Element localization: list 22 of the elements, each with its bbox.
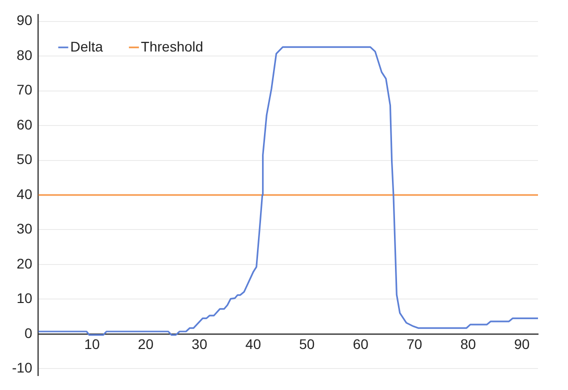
y-tick-label: 30 <box>16 220 32 237</box>
y-tick-label: 60 <box>16 116 32 132</box>
y-tick-label: 40 <box>16 186 32 202</box>
x-tick-label: 30 <box>192 336 208 352</box>
y-tick-label: -10 <box>12 360 32 376</box>
x-tick-label: 20 <box>138 336 154 352</box>
x-tick-label: 40 <box>245 336 262 352</box>
y-tick-label: 10 <box>16 290 32 306</box>
y-tick-label: 70 <box>16 82 32 98</box>
x-tick-label: 10 <box>84 336 100 352</box>
y-tick-label: 50 <box>16 151 32 168</box>
x-tick-label: 80 <box>460 336 476 352</box>
x-tick-label: 90 <box>514 336 530 352</box>
x-tick-label: 70 <box>406 336 422 352</box>
y-tick-label: 0 <box>24 324 32 341</box>
y-tick-label: 90 <box>16 12 32 28</box>
x-tick-label: 60 <box>352 336 369 352</box>
y-tick-label: 80 <box>16 46 32 63</box>
x-tick-label: 50 <box>299 336 315 352</box>
legend-label: Threshold <box>140 38 204 54</box>
y-tick-label: 20 <box>16 255 32 272</box>
legend-label: Delta <box>70 38 104 54</box>
